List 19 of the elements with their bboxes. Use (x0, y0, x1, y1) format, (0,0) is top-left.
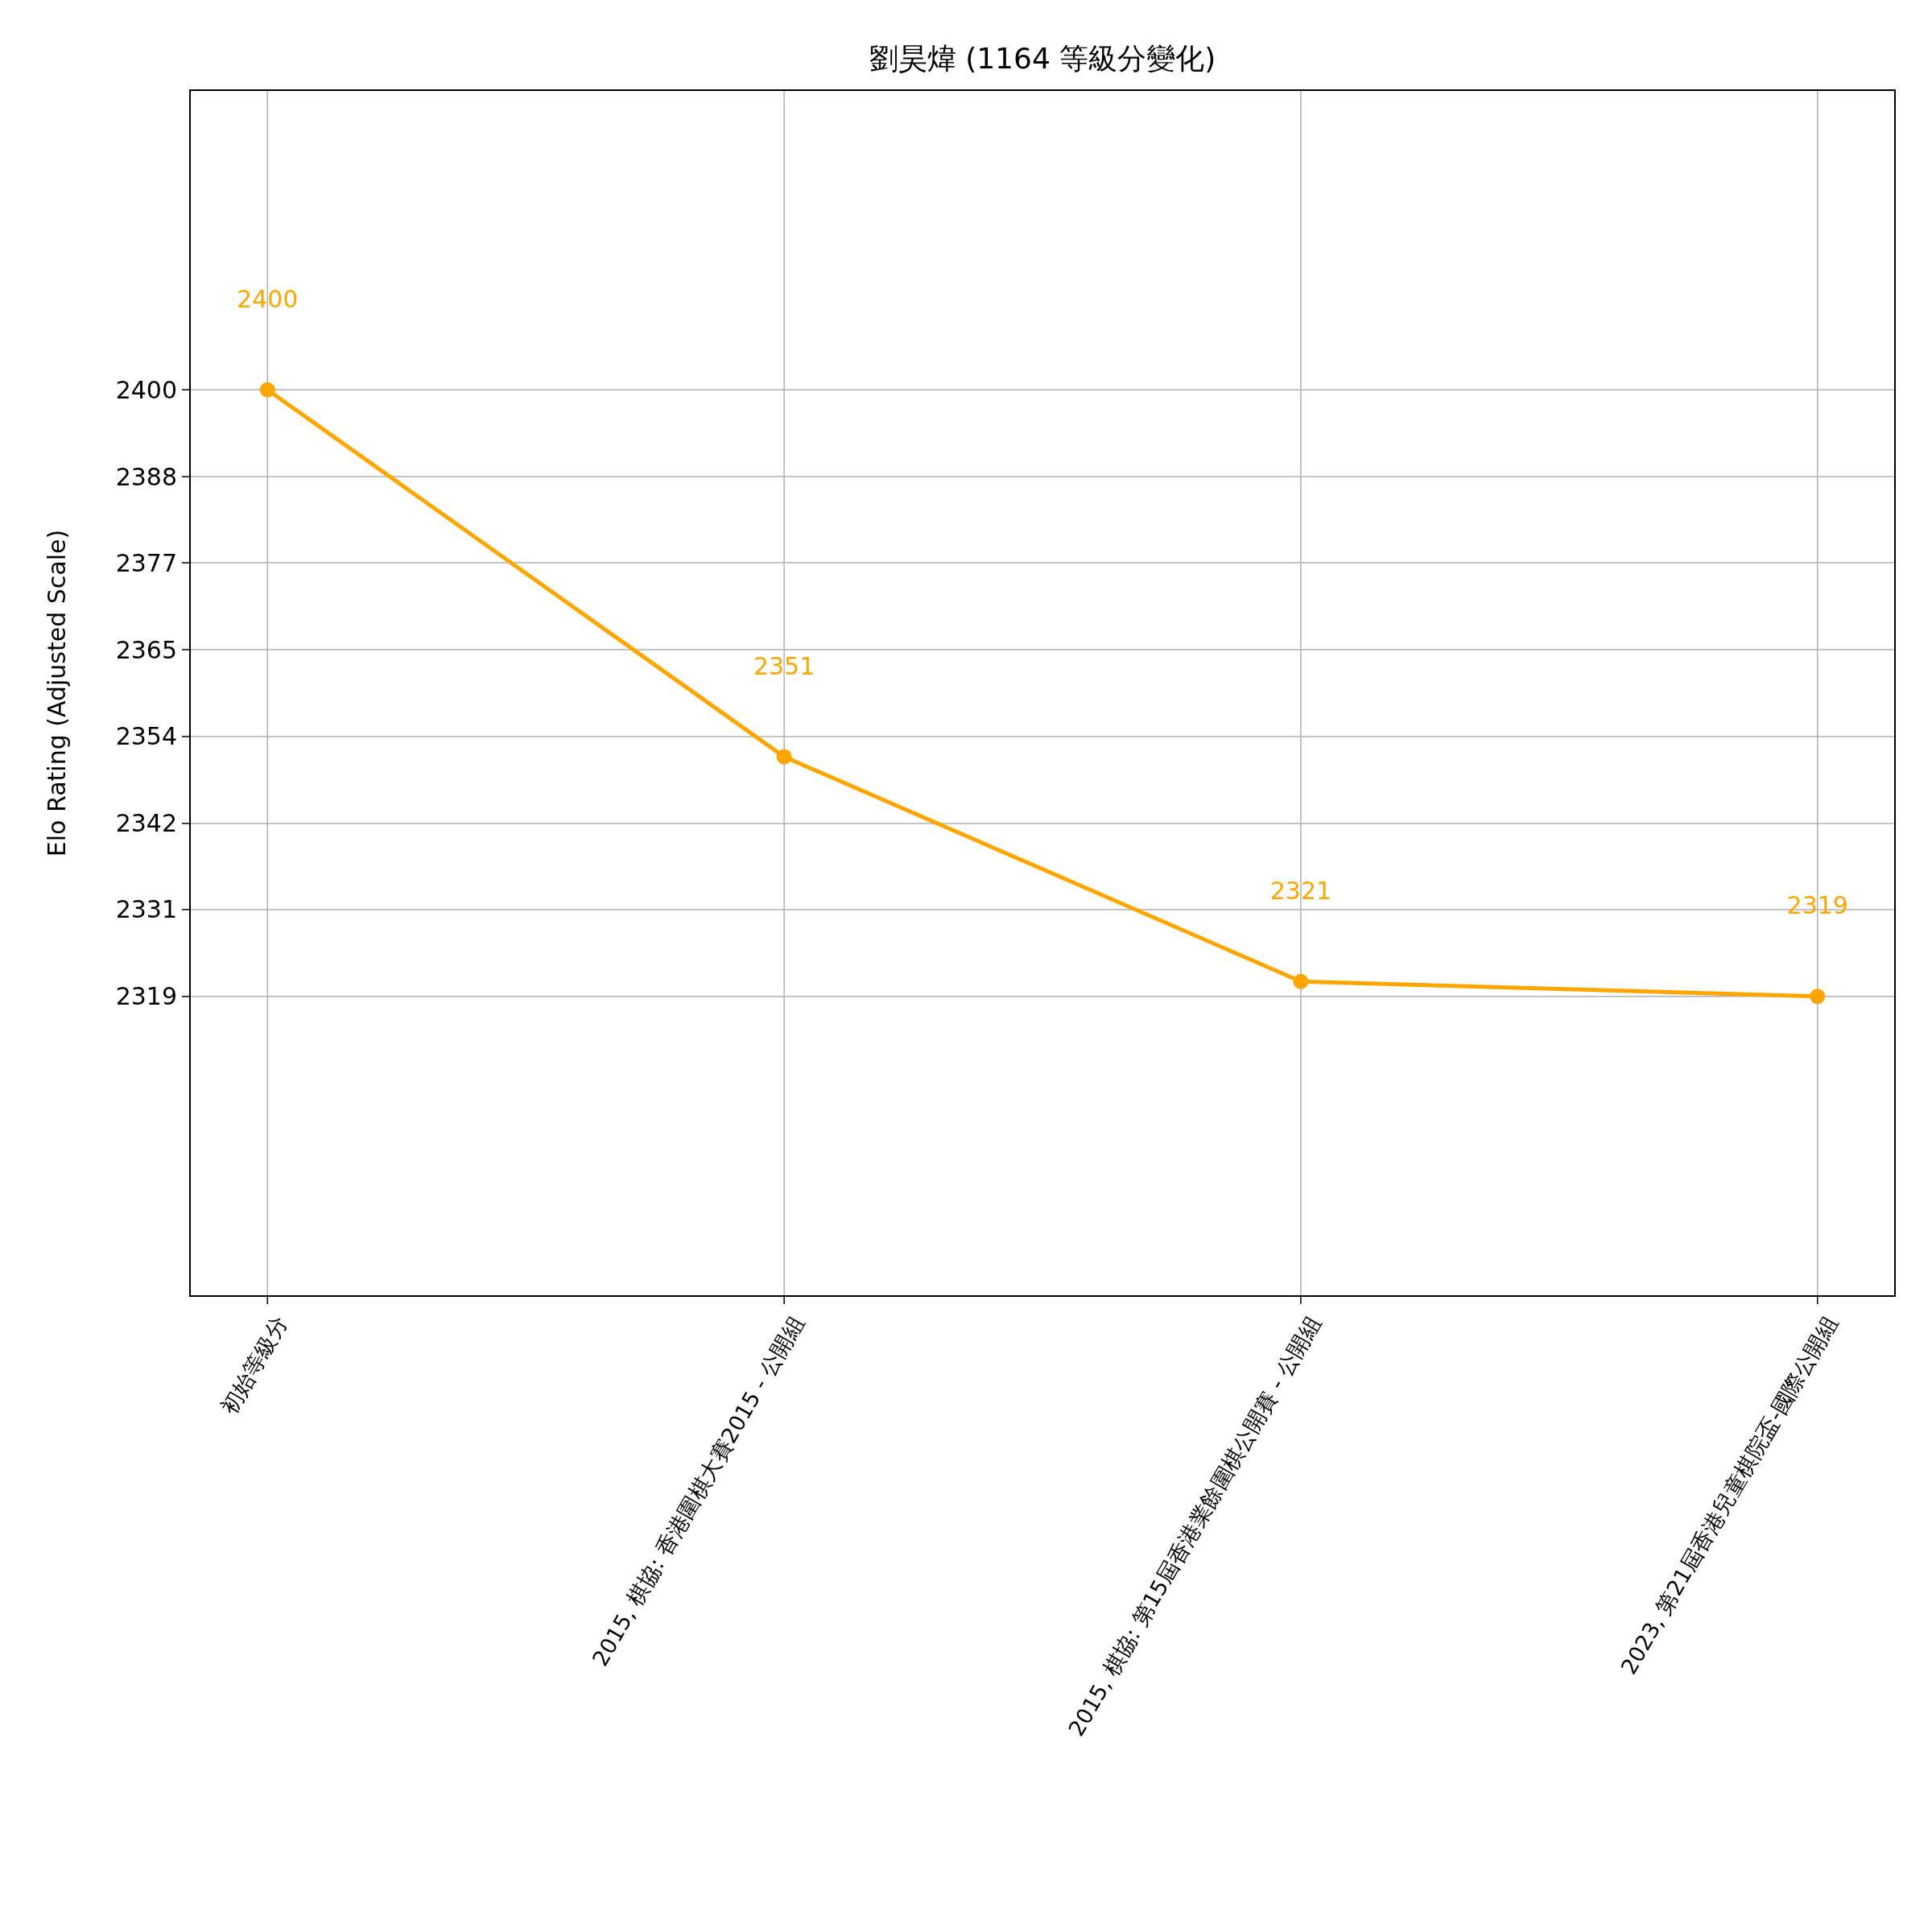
y-tick-label: 2354 (115, 722, 177, 751)
y-tick-label: 2319 (115, 982, 177, 1011)
point (1293, 973, 1309, 989)
y-tick-label: 2377 (115, 548, 177, 577)
y-tick-label: 2400 (115, 375, 177, 404)
point (259, 382, 275, 398)
point (1810, 989, 1826, 1005)
data-label: 2351 (753, 651, 815, 680)
y-axis-title: Elo Rating (Adjusted Scale) (42, 529, 71, 857)
y-tick-label: 2331 (115, 895, 177, 924)
x-tick-label: 初始等級分 (216, 1311, 292, 1418)
data-label: 2319 (1786, 891, 1848, 920)
y-tick-label: 2388 (115, 462, 177, 491)
data-label: 2400 (237, 284, 299, 313)
data-label: 2321 (1269, 876, 1332, 905)
chart-title: 劉昊煒 (1164 等級分變化) (869, 41, 1216, 75)
y-tick-label: 2342 (115, 809, 177, 838)
point (776, 749, 792, 765)
y-tick-label: 2365 (115, 635, 177, 664)
